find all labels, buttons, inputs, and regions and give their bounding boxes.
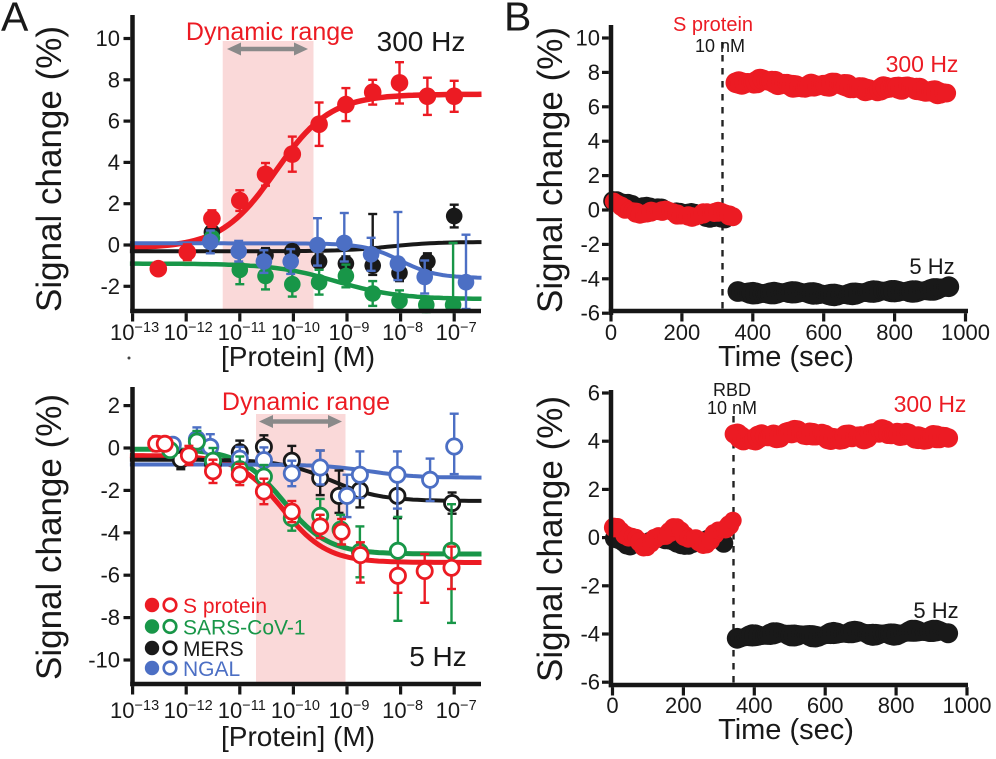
svg-text:-8: -8: [100, 605, 120, 630]
svg-text:0: 0: [108, 233, 120, 258]
svg-text:800: 800: [876, 320, 913, 345]
svg-text:1000: 1000: [941, 320, 990, 345]
svg-text:SARS-CoV-1: SARS-CoV-1: [183, 617, 306, 640]
svg-text:10: 10: [96, 26, 120, 51]
svg-text:-6: -6: [580, 301, 600, 326]
svg-text:-6: -6: [580, 670, 600, 695]
svg-text:300 Hz: 300 Hz: [377, 26, 466, 57]
svg-text:Signal change (%): Signal change (%): [30, 26, 69, 312]
svg-text:S protein: S protein: [673, 14, 753, 36]
svg-text:NGAL: NGAL: [183, 658, 240, 681]
svg-text:6: 6: [108, 109, 120, 134]
svg-text:6: 6: [588, 381, 600, 406]
svg-text:2: 2: [108, 393, 120, 418]
svg-text:200: 200: [664, 320, 701, 345]
svg-text:0: 0: [588, 525, 600, 550]
svg-text:-2: -2: [580, 232, 600, 257]
svg-text:8: 8: [588, 60, 600, 85]
svg-text:8: 8: [108, 67, 120, 92]
svg-text:10−8: 10−8: [382, 698, 423, 723]
svg-text:Signal change (%): Signal change (%): [531, 396, 570, 682]
svg-text:[Protein] (M): [Protein] (M): [221, 721, 375, 752]
svg-text:-6: -6: [100, 563, 120, 588]
svg-text:4: 4: [588, 429, 600, 454]
svg-text:S protein: S protein: [183, 595, 267, 618]
svg-text:Time (sec): Time (sec): [718, 714, 854, 746]
svg-text:300 Hz: 300 Hz: [886, 51, 959, 77]
svg-text:-4: -4: [580, 266, 600, 291]
svg-text:4: 4: [108, 150, 120, 175]
svg-text:600: 600: [807, 693, 844, 718]
svg-text:10: 10: [576, 26, 600, 51]
svg-text:RBD: RBD: [713, 380, 751, 400]
svg-text:0: 0: [108, 436, 120, 461]
svg-text:400: 400: [736, 693, 773, 718]
svg-text:-10: -10: [88, 648, 120, 673]
svg-text:2: 2: [588, 477, 600, 502]
svg-text:600: 600: [805, 320, 842, 345]
svg-text:2: 2: [108, 191, 120, 216]
svg-text:-2: -2: [580, 573, 600, 598]
svg-text:300 Hz: 300 Hz: [894, 391, 967, 417]
svg-text:5 Hz: 5 Hz: [409, 641, 467, 672]
svg-text:10−12: 10−12: [164, 698, 213, 723]
svg-text:-4: -4: [100, 520, 120, 545]
svg-text:-4: -4: [580, 622, 600, 647]
svg-text:0: 0: [605, 320, 617, 345]
svg-text:B: B: [504, 0, 531, 40]
svg-text:6: 6: [588, 94, 600, 119]
svg-text:2: 2: [588, 163, 600, 188]
svg-text:10 nM: 10 nM: [707, 398, 757, 418]
svg-text:Time (sec): Time (sec): [718, 341, 854, 373]
svg-text:10−8: 10−8: [382, 320, 423, 345]
svg-text:5 Hz: 5 Hz: [913, 598, 958, 623]
svg-text:1000: 1000: [943, 693, 992, 718]
svg-text:Signal change (%): Signal change (%): [30, 394, 69, 680]
svg-text:4: 4: [588, 129, 600, 154]
svg-text:0: 0: [606, 693, 618, 718]
svg-text:[Protein] (M): [Protein] (M): [221, 341, 375, 372]
svg-text:Signal change (%): Signal change (%): [531, 27, 570, 313]
svg-text:-2: -2: [100, 274, 120, 299]
svg-text:5 Hz: 5 Hz: [909, 254, 954, 279]
svg-text:200: 200: [665, 693, 702, 718]
svg-text:A: A: [1, 0, 29, 40]
svg-text:MERS: MERS: [183, 638, 244, 661]
svg-text:0: 0: [588, 198, 600, 223]
svg-text:400: 400: [734, 320, 771, 345]
svg-text:10−11: 10−11: [218, 698, 266, 723]
svg-text:-2: -2: [100, 478, 120, 503]
svg-text:800: 800: [878, 693, 915, 718]
svg-text:Dynamic range: Dynamic range: [222, 388, 390, 416]
svg-text:Dynamic range: Dynamic range: [186, 18, 354, 46]
svg-text:10 nM: 10 nM: [695, 36, 745, 56]
